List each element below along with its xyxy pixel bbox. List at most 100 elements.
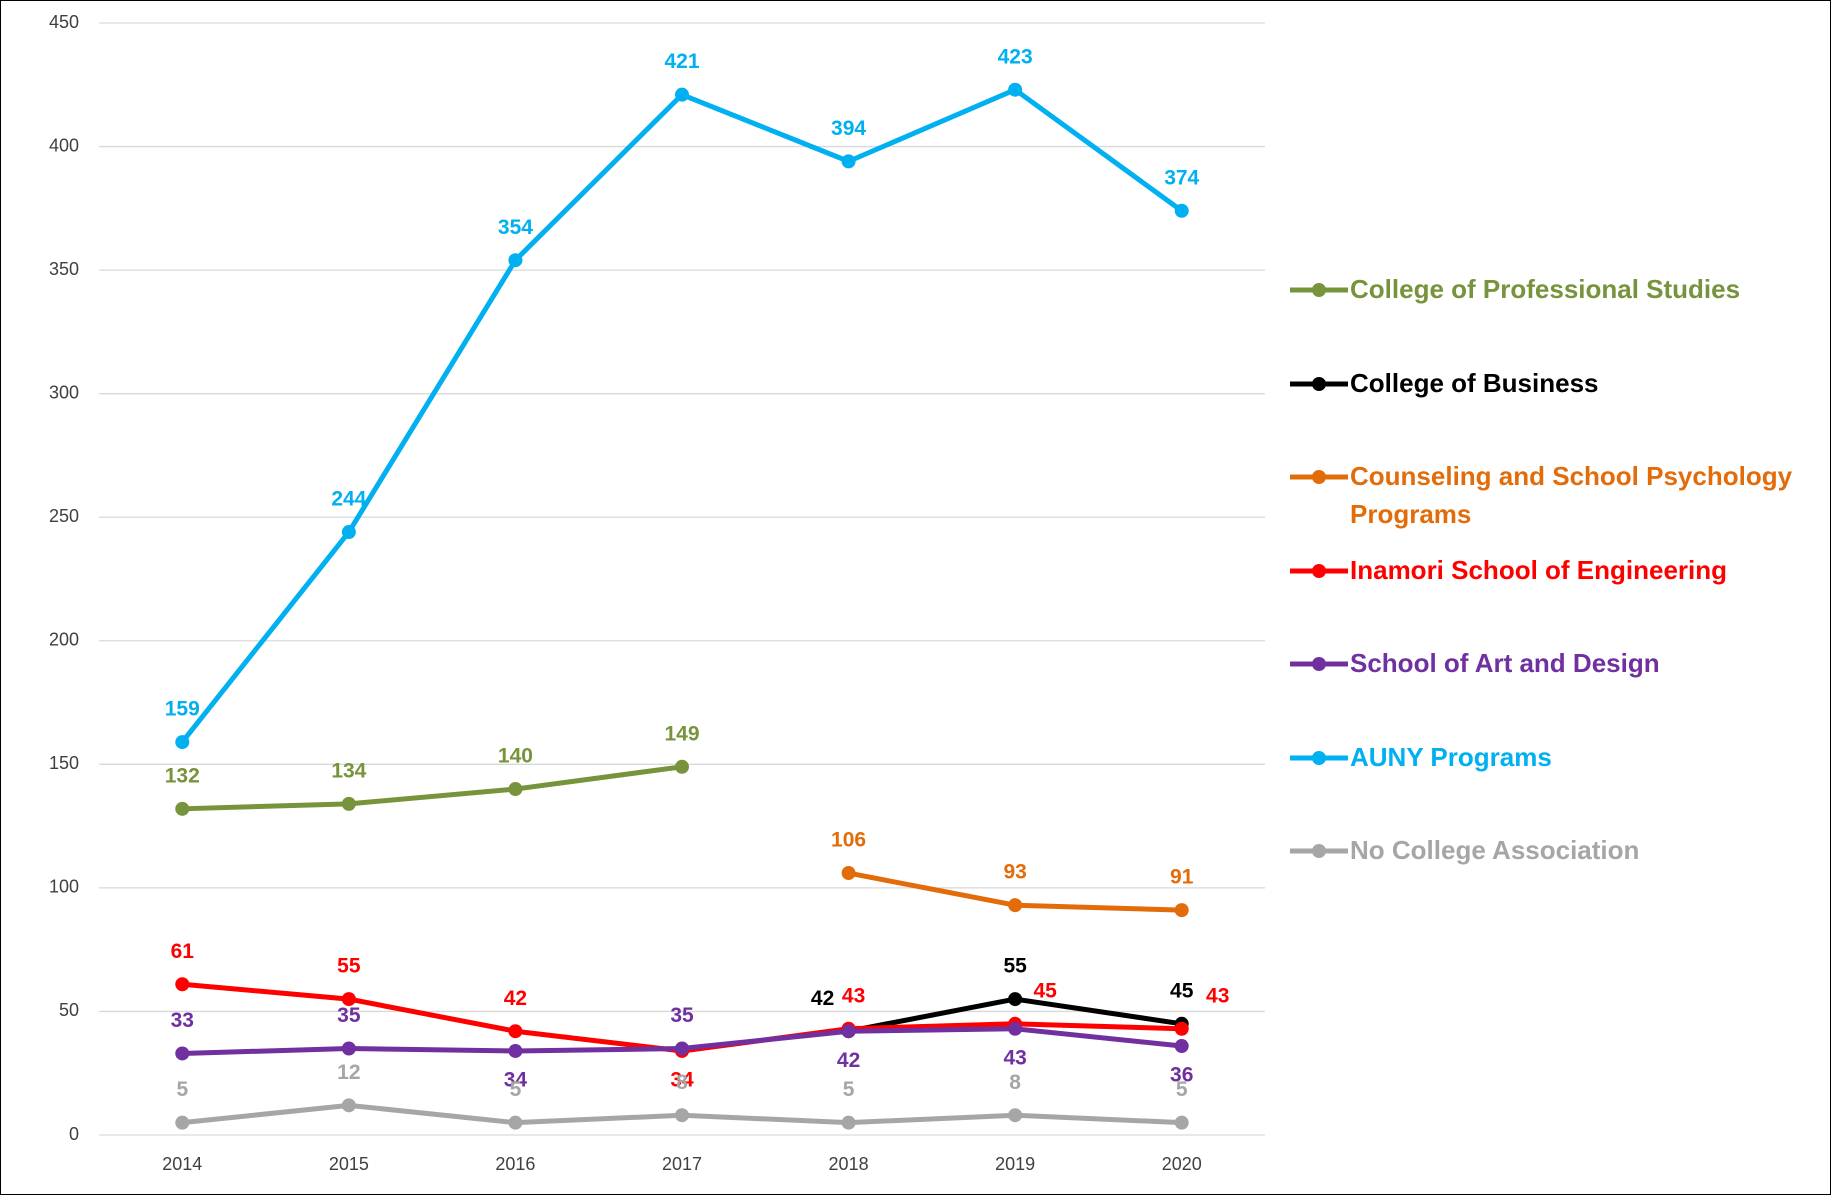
point xyxy=(1008,1108,1023,1123)
data-label: 394 xyxy=(831,117,866,140)
data-label: 33 xyxy=(171,1009,194,1032)
point xyxy=(175,801,190,816)
legend: College of Professional Studies College o… xyxy=(1290,270,1810,925)
legend-swatch xyxy=(1290,844,1348,858)
x-tick-label: 2019 xyxy=(995,1154,1035,1174)
point xyxy=(341,525,356,540)
data-label: 134 xyxy=(331,759,366,782)
data-label: 42 xyxy=(837,1049,860,1072)
y-tick-label: 50 xyxy=(59,1000,79,1020)
data-label: 45 xyxy=(1170,979,1194,1002)
data-label: 5 xyxy=(1176,1078,1188,1101)
point xyxy=(1174,1021,1189,1036)
legend-marker xyxy=(1312,470,1326,484)
point xyxy=(675,759,689,774)
y-tick-label: 450 xyxy=(49,12,79,32)
legend-swatch xyxy=(1290,283,1348,297)
data-label: 8 xyxy=(676,1071,688,1094)
point xyxy=(508,1024,523,1039)
data-label: 34 xyxy=(504,1069,528,1092)
data-label: 43 xyxy=(1206,984,1229,1007)
data-label: 106 xyxy=(831,829,866,852)
data-label: 5 xyxy=(510,1078,522,1101)
data-label: 43 xyxy=(1003,1046,1026,1069)
legend-marker xyxy=(1312,657,1326,671)
x-tick-label: 2020 xyxy=(1162,1154,1202,1174)
point xyxy=(841,1024,856,1039)
data-label: 140 xyxy=(498,745,533,768)
point xyxy=(508,782,523,797)
data-label: 36 xyxy=(1170,1064,1193,1087)
data-label: 91 xyxy=(1170,866,1194,889)
legend-label: AUNY Programs xyxy=(1350,741,1552,772)
legend-marker xyxy=(1312,750,1326,765)
data-label: 421 xyxy=(664,50,699,73)
y-tick-label: 100 xyxy=(49,877,79,897)
data-label: 244 xyxy=(331,488,366,511)
point xyxy=(675,1041,689,1056)
point xyxy=(675,87,689,102)
point xyxy=(1174,1039,1189,1054)
point xyxy=(1174,903,1189,918)
legend-label: College of Business xyxy=(1350,367,1599,398)
legend-marker xyxy=(1312,376,1326,391)
point xyxy=(175,1115,190,1130)
data-label: 12 xyxy=(337,1061,360,1084)
data-label: 159 xyxy=(165,698,200,721)
legend-swatch xyxy=(1290,657,1348,671)
point xyxy=(175,735,190,750)
y-tick-label: 150 xyxy=(49,753,79,773)
legend-label: No College Association xyxy=(1350,835,1640,865)
data-label: 34 xyxy=(670,1069,694,1092)
legend-label: School of Art and Design xyxy=(1350,648,1660,678)
legend-entry: Inamori School of Engineering xyxy=(1290,551,1810,645)
x-tick-label: 2015 xyxy=(329,1154,369,1174)
data-label: 61 xyxy=(171,940,195,963)
point xyxy=(175,1046,190,1061)
point xyxy=(508,253,523,268)
legend-marker xyxy=(1312,283,1326,297)
y-tick-label: 300 xyxy=(49,382,79,402)
legend-marker xyxy=(1312,844,1326,858)
legend-swatch xyxy=(1290,750,1348,765)
legend-entry: School of Art and Design xyxy=(1290,644,1810,738)
legend-swatch xyxy=(1290,470,1348,484)
point xyxy=(1008,1021,1023,1036)
legend-marker xyxy=(1312,563,1326,578)
data-label: 45 xyxy=(1033,979,1057,1002)
data-label: 132 xyxy=(165,764,200,787)
legend-entry: No College Association xyxy=(1290,831,1810,925)
point xyxy=(508,1115,523,1130)
point xyxy=(841,154,856,169)
point xyxy=(341,1098,356,1113)
data-label: 43 xyxy=(842,984,865,1007)
point xyxy=(841,1115,856,1130)
data-label: 42 xyxy=(811,987,834,1010)
point xyxy=(1008,82,1023,97)
data-label: 374 xyxy=(1164,166,1199,189)
data-label: 423 xyxy=(998,45,1033,68)
legend-label: Inamori School of Engineering xyxy=(1350,554,1728,585)
point xyxy=(1008,992,1023,1007)
legend-entry: College of Professional Studies xyxy=(1290,270,1810,364)
data-label: 35 xyxy=(337,1004,361,1027)
data-label: 35 xyxy=(670,1004,694,1027)
point xyxy=(1174,1115,1189,1130)
data-label: 42 xyxy=(504,987,527,1010)
legend-label: College of Professional Studies xyxy=(1350,274,1741,304)
data-label: 5 xyxy=(176,1078,188,1101)
data-label: 55 xyxy=(337,955,361,978)
data-label: 8 xyxy=(1009,1071,1021,1094)
point xyxy=(675,1108,689,1123)
legend-swatch xyxy=(1290,563,1348,578)
series-line xyxy=(182,764,683,812)
point xyxy=(341,992,356,1007)
y-tick-label: 200 xyxy=(49,630,79,650)
x-tick-label: 2014 xyxy=(162,1154,202,1174)
point xyxy=(1008,898,1023,913)
y-tick-label: 250 xyxy=(49,506,79,526)
point xyxy=(341,796,356,811)
point xyxy=(841,866,856,881)
point xyxy=(508,1043,523,1058)
x-tick-label: 2018 xyxy=(829,1154,869,1174)
